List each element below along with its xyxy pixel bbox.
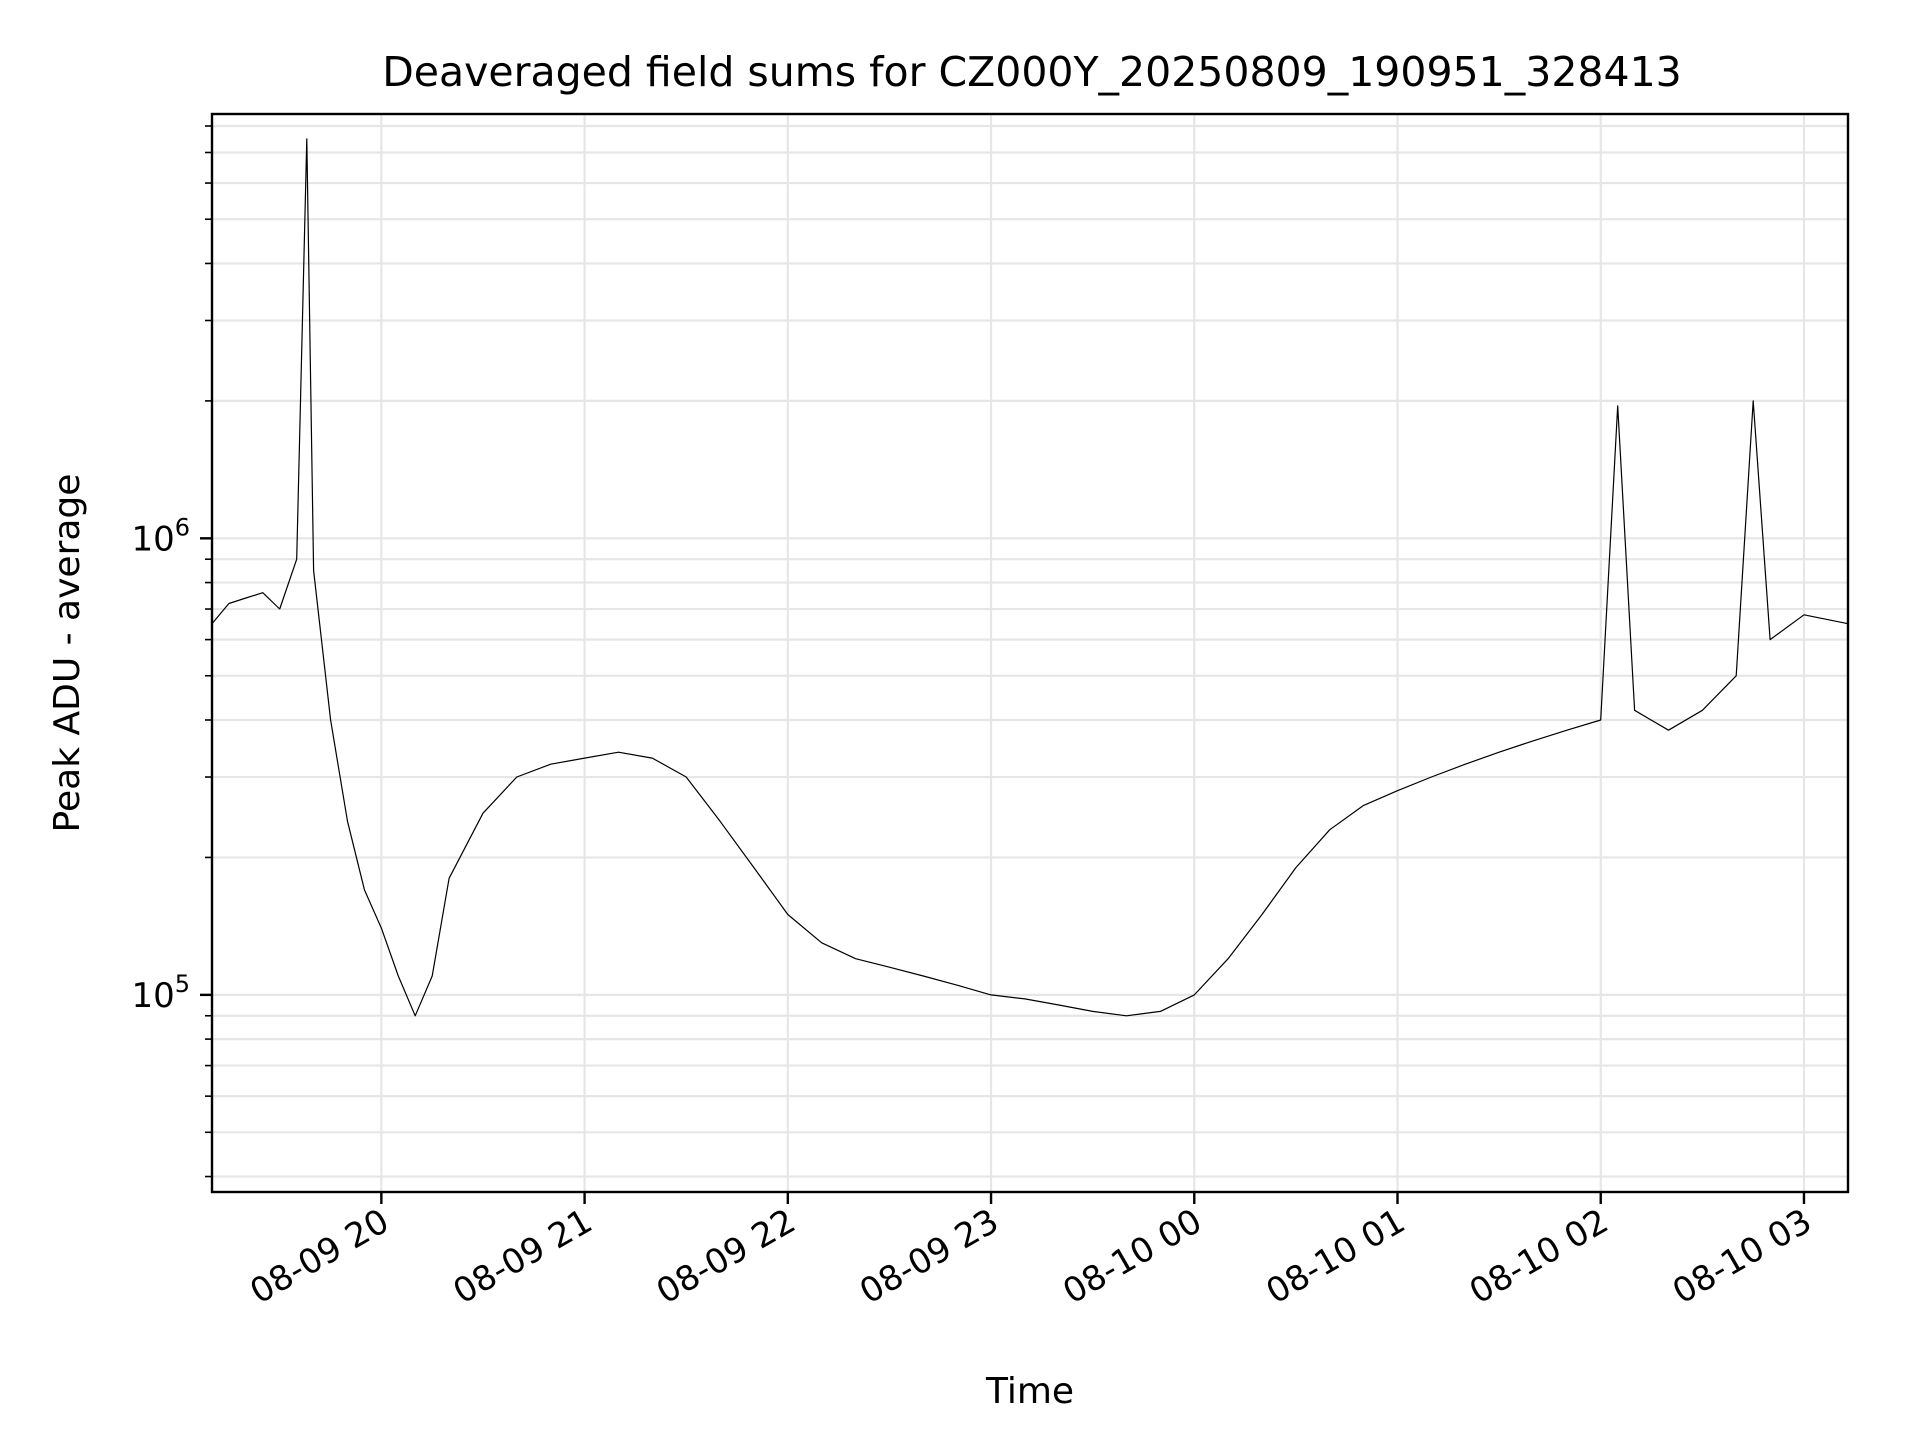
y-axis-label: Peak ADU - average: [47, 474, 88, 833]
x-axis-label: Time: [985, 1371, 1074, 1412]
y-tick-label: 105: [131, 970, 190, 1016]
series-line: [211, 138, 1849, 1017]
plot-frame: [210, 112, 1850, 1194]
y-tick-label: 106: [131, 513, 190, 559]
x-tick-label: 08-10 02: [1463, 1201, 1615, 1312]
chart-title: Deaveraged field sums for CZ000Y_2025080…: [382, 48, 1682, 96]
x-tick-label: 08-10 03: [1666, 1201, 1818, 1312]
x-tick-label: 08-09 21: [447, 1201, 599, 1312]
x-tick-label: 08-09 23: [853, 1201, 1005, 1312]
x-tick-label: 08-10 01: [1260, 1201, 1412, 1312]
x-tick-label: 08-09 20: [243, 1201, 395, 1312]
x-tick-label: 08-10 00: [1056, 1201, 1208, 1312]
series-layer: [211, 138, 1849, 1017]
x-tick-label: 08-09 22: [650, 1201, 802, 1312]
grid: [212, 114, 1848, 1192]
